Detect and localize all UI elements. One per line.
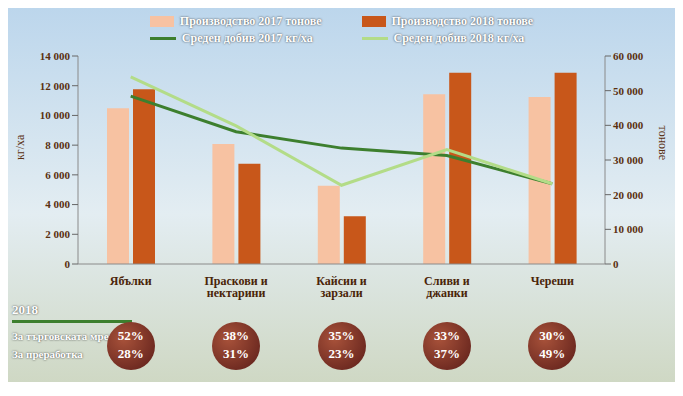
html-text:37%: 37%: [433, 346, 460, 361]
svg-text:Ябълки: Ябълки: [110, 274, 152, 288]
svg-text:10 000: 10 000: [613, 223, 644, 235]
html-text:52%: 52%: [117, 328, 144, 343]
svg-text:10 000: 10 000: [40, 109, 71, 121]
html-text:Среден добив 2018 кг/ха: Среден добив 2018 кг/ха: [393, 31, 525, 45]
svg-text:Сливи иджанки: Сливи иджанки: [424, 274, 470, 300]
svg-text:2 000: 2 000: [45, 228, 70, 240]
svg-text:8 000: 8 000: [45, 139, 70, 151]
svg-text:Кайсии изарзали: Кайсии изарзали: [316, 274, 367, 300]
html-text:31%: 31%: [223, 346, 250, 361]
html-text:23%: 23%: [328, 346, 355, 361]
html-text:Среден добив 2017 кг/ха: Среден добив 2017 кг/ха: [181, 31, 313, 45]
svg-text:кг/ха: кг/ха: [13, 134, 27, 160]
svg-text:6 000: 6 000: [45, 169, 70, 181]
html-text:33%: 33%: [433, 328, 460, 343]
svg-text:0: 0: [65, 258, 71, 270]
html-text:49%: 49%: [539, 346, 566, 361]
svg-text:Череши: Череши: [531, 274, 574, 288]
svg-text:60 000: 60 000: [613, 50, 644, 62]
svg-text:12 000: 12 000: [40, 80, 71, 92]
svg-text:0: 0: [613, 258, 619, 270]
svg-text:4 000: 4 000: [45, 198, 70, 210]
html-text:За преработка: За преработка: [12, 348, 83, 360]
html-text:За търговската мрежа: За търговската мрежа: [12, 330, 122, 342]
html-text:38%: 38%: [223, 328, 250, 343]
svg-text:20 000: 20 000: [613, 189, 644, 201]
svg-text:14 000: 14 000: [40, 50, 71, 62]
html-text:35%: 35%: [328, 328, 355, 343]
svg-text:Праскови инектарини: Праскови инектарини: [205, 274, 268, 300]
svg-text:тонове: тонове: [656, 126, 670, 160]
html-text:30%: 30%: [539, 328, 566, 343]
html-text:Производство 2018 тонове: Производство 2018 тонове: [391, 14, 534, 28]
html-text:Производство 2017 тонове: Производство 2017 тонове: [179, 14, 322, 28]
svg-text:40 000: 40 000: [613, 119, 644, 131]
html-text:2018: 2018: [12, 302, 38, 317]
html-text:28%: 28%: [117, 346, 144, 361]
svg-text:30 000: 30 000: [613, 154, 644, 166]
svg-text:50 000: 50 000: [613, 85, 644, 97]
